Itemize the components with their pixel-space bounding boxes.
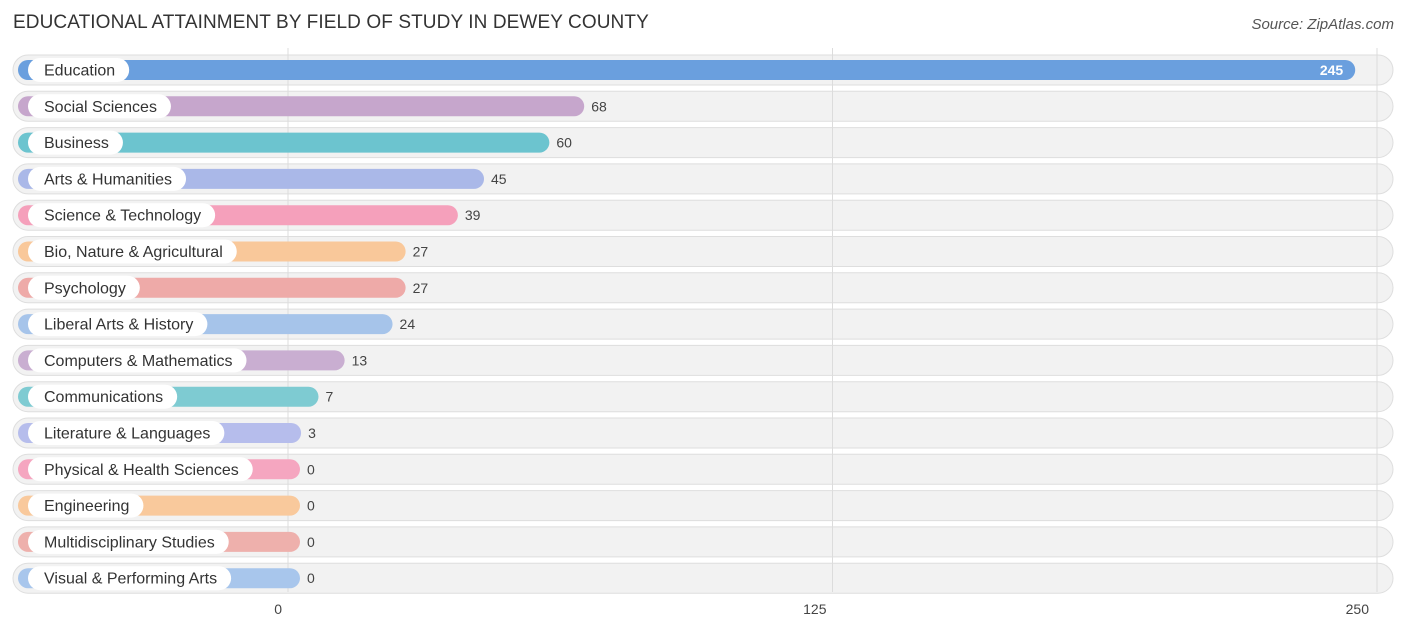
bar — [18, 60, 1356, 80]
bar-category-label: Arts & Humanities — [44, 171, 172, 188]
bar-label-pill — [28, 348, 247, 373]
row-track — [12, 453, 1394, 485]
bar-group: Communications 7 — [18, 384, 333, 409]
bar-value-label: 0 — [307, 461, 315, 477]
bar-category-label: Multidisciplinary Studies — [44, 534, 215, 551]
bar-label-pill — [28, 275, 140, 300]
bar-value-label: 27 — [413, 244, 429, 260]
x-tick-label: 0 — [274, 601, 282, 617]
bar-label-pill — [28, 493, 144, 518]
bar-group: Business 60 — [18, 130, 572, 155]
bar-value-label: 68 — [591, 98, 607, 114]
chart-title: EDUCATIONAL ATTAINMENT BY FIELD OF STUDY… — [13, 12, 649, 33]
row-track — [12, 417, 1394, 449]
bar-category-label: Visual & Performing Arts — [44, 571, 217, 588]
x-axis-ticks: 0 125 250 — [274, 601, 1369, 617]
bar-label-pill — [28, 529, 229, 554]
bar-group: Liberal Arts & History 24 — [18, 312, 416, 337]
bar-group: Physical & Health Sciences 0 — [18, 457, 315, 482]
bar-group: Literature & Languages 3 — [18, 421, 316, 445]
row-track — [12, 381, 1394, 413]
bar-label-pill — [28, 421, 225, 445]
bar-group: Science & Technology 39 — [18, 203, 481, 228]
bar-category-label: Social Sciences — [44, 99, 157, 116]
bar-label-pill — [28, 166, 187, 191]
bar-label-pill — [28, 94, 171, 119]
bar-label-pill — [28, 203, 216, 228]
bar-category-label: Computers & Mathematics — [44, 353, 233, 370]
bar-value-label: 7 — [325, 389, 333, 405]
bar-value-label: 60 — [556, 135, 572, 151]
chart-source: Source: ZipAtlas.com — [1251, 16, 1394, 33]
bars: Education 245 Social Sciences 68 Business 60 A… — [18, 58, 1356, 591]
bar-value-label: 27 — [413, 280, 429, 296]
bar-category-label: Education — [44, 63, 115, 80]
bar-group: Social Sciences 68 — [18, 94, 607, 119]
bar-category-label: Science & Technology — [44, 208, 201, 225]
bar-value-label: 0 — [307, 570, 315, 586]
bar-group: Psychology 27 — [18, 275, 429, 300]
row-track — [12, 344, 1394, 376]
bar-label-pill — [28, 312, 208, 337]
bar-group: Visual & Performing Arts 0 — [18, 566, 315, 591]
bar-value-label: 24 — [400, 316, 416, 332]
bar-group: Bio, Nature & Agricultural 27 — [18, 239, 429, 264]
bar-category-label: Psychology — [44, 280, 126, 297]
bar-group: Arts & Humanities 45 — [18, 166, 507, 191]
bar — [18, 132, 550, 153]
bar-label-pill — [28, 130, 123, 155]
bar-group: Multidisciplinary Studies 0 — [18, 529, 315, 554]
bar-label-pill — [28, 566, 232, 591]
bar-value-label: 0 — [307, 498, 315, 514]
bar-group: Engineering 0 — [18, 493, 315, 518]
bar-label-pill — [28, 384, 178, 409]
x-tick-label: 125 — [803, 601, 827, 617]
bar-category-label: Bio, Nature & Agricultural — [44, 244, 223, 261]
x-tick-label: 250 — [1346, 601, 1370, 617]
bar-category-label: Business — [44, 135, 109, 152]
row-track — [12, 562, 1394, 594]
bar-group: Computers & Mathematics 13 — [18, 348, 368, 373]
bar-category-label: Physical & Health Sciences — [44, 462, 239, 479]
bar-value-label: 245 — [1320, 62, 1344, 78]
bar-label-pill — [28, 239, 237, 264]
bar-category-label: Literature & Languages — [44, 426, 210, 443]
bar-value-label: 3 — [308, 425, 316, 441]
bar-category-label: Engineering — [44, 498, 129, 515]
bar-value-label: 13 — [352, 352, 368, 368]
bar-label-pill — [28, 58, 130, 82]
bar-category-label: Liberal Arts & History — [44, 317, 193, 334]
bar-category-label: Communications — [44, 389, 163, 406]
row-track — [12, 526, 1394, 558]
row-track — [12, 490, 1394, 522]
bar-value-label: 0 — [307, 534, 315, 550]
bar-label-pill — [28, 457, 253, 482]
bar-value-label: 39 — [465, 207, 481, 223]
bar-group: Education 245 — [18, 58, 1356, 82]
bar-value-label: 45 — [491, 171, 507, 187]
